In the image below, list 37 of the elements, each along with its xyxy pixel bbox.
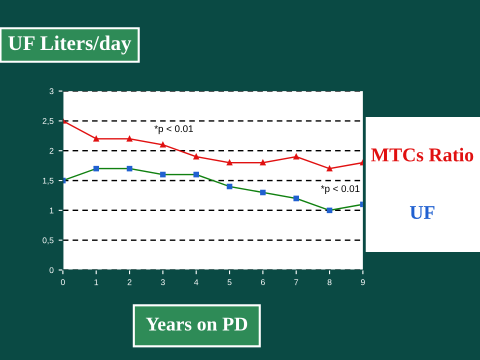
point <box>226 160 232 166</box>
x-tick-label: 1 <box>94 279 98 286</box>
y-tick-label: 2 <box>50 148 54 154</box>
point <box>260 160 266 166</box>
point <box>260 190 266 196</box>
point <box>326 166 332 172</box>
x-tick-label: 8 <box>328 279 332 286</box>
text: UF <box>410 206 434 220</box>
x-axis-title: Years on PD <box>146 318 248 331</box>
series-label: MTCs Ratio <box>371 148 474 162</box>
x-tick-label: 3 <box>160 279 165 286</box>
point <box>226 184 232 190</box>
y-tick-label: 1 <box>50 208 54 214</box>
y-tick-label: 0,5 <box>42 237 54 244</box>
point <box>126 166 132 172</box>
x-tick-label: 0 <box>60 279 65 286</box>
x-tick-label: 9 <box>360 279 365 286</box>
x-tick-label: 2 <box>128 279 132 286</box>
point <box>293 154 299 160</box>
x-tick-label: 5 <box>228 279 232 286</box>
y-tick-label: 2,5 <box>42 118 54 125</box>
x-tick-label: 6 <box>260 279 265 286</box>
y-tick-label: 0 <box>50 267 54 274</box>
y-tick-label: 3 <box>50 88 54 94</box>
point <box>160 172 166 178</box>
annotation: *p < 0.01 <box>320 185 360 194</box>
point <box>93 166 99 172</box>
annotation: *p < 0.01 <box>154 125 194 134</box>
x-tick-label: 4 <box>194 279 198 286</box>
chart-title: UF Liters/day <box>8 36 132 54</box>
point <box>293 196 299 202</box>
x-tick-label: 7 <box>294 279 298 286</box>
y-tick-label: 1,5 <box>42 178 54 185</box>
point <box>193 172 199 178</box>
point <box>160 142 166 148</box>
point <box>326 208 332 214</box>
point <box>193 154 199 160</box>
